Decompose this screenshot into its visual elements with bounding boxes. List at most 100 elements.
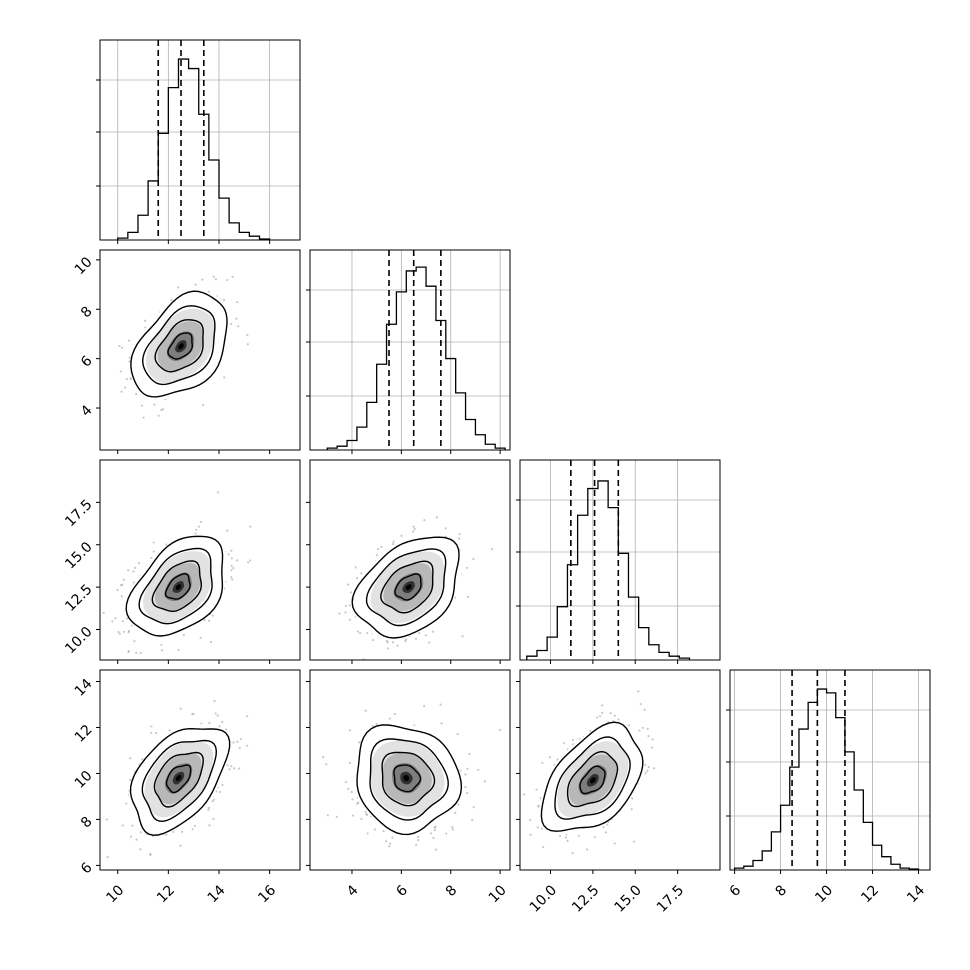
contour-line (554, 736, 631, 820)
scatter-point (207, 806, 211, 809)
panel-frame (519, 669, 721, 871)
scatter-point (125, 802, 128, 805)
scatter-point (471, 818, 474, 821)
scatter-point (140, 404, 144, 407)
scatter-point (627, 724, 631, 727)
scatter-panel-2-0 (96, 459, 301, 664)
contour-line (130, 290, 228, 398)
scatter-point (349, 591, 353, 594)
scatter-point (404, 638, 408, 641)
scatter-point (228, 768, 231, 771)
scatter-point (457, 803, 460, 806)
scatter-point (230, 765, 233, 768)
scatter-point (216, 714, 219, 717)
y-tick-label: 15.0 (62, 539, 95, 572)
x-tick-label: 14 (904, 882, 928, 906)
scatter-point (127, 631, 130, 634)
scatter-point (237, 325, 240, 328)
scatter-point (556, 758, 559, 761)
scatter-point (354, 566, 357, 569)
scatter-point (335, 815, 338, 818)
scatter-point (433, 829, 436, 832)
scatter-point (428, 641, 431, 644)
scatter-point (386, 641, 389, 644)
scatter-point (232, 566, 235, 570)
scatter-point (125, 378, 128, 381)
scatter-point (83, 376, 85, 378)
histogram-step (526, 480, 691, 660)
scatter-point (239, 737, 243, 741)
scatter-point (382, 829, 385, 833)
scatter-point (126, 617, 129, 620)
scatter-point (122, 578, 125, 581)
scatter-point (458, 532, 461, 536)
histogram-panel-2 (516, 459, 721, 664)
contour-line (365, 548, 447, 627)
scatter-point (232, 767, 236, 770)
scatter-point (230, 549, 233, 552)
scatter-point (348, 729, 352, 732)
scatter-point (647, 765, 650, 769)
scatter-point (613, 714, 616, 717)
scatter-point (466, 791, 469, 795)
panel-frame (309, 669, 511, 871)
scatter-point (483, 780, 487, 783)
scatter-point (348, 761, 352, 765)
scatter-point (376, 548, 380, 551)
scatter-point (613, 842, 616, 845)
scatter-point (412, 530, 415, 533)
scatter-point (542, 845, 545, 849)
scatter-point (142, 416, 145, 419)
scatter-point (247, 561, 250, 564)
scatter-point (644, 763, 647, 766)
density-peak (590, 777, 596, 784)
contour-line (138, 547, 213, 625)
scatter-point (160, 409, 163, 412)
density-peak (175, 584, 182, 590)
scatter-point (451, 828, 454, 831)
scatter-point (423, 705, 426, 708)
scatter-point (150, 725, 153, 728)
scatter-point (359, 631, 362, 635)
scatter-point (249, 525, 252, 528)
contour-line (125, 535, 224, 637)
scatter-point (641, 726, 644, 729)
scatter-point (434, 825, 437, 828)
scatter-point (116, 588, 119, 592)
scatter-point (118, 344, 121, 348)
scatter-point (143, 319, 147, 322)
density-peak (405, 584, 412, 590)
scatter-point (380, 545, 383, 549)
scatter-point (571, 852, 574, 855)
scatter-point (601, 704, 604, 707)
scatter-point (152, 541, 155, 544)
scatter-point (391, 836, 394, 839)
scatter-point (602, 826, 605, 829)
scatter-point (193, 824, 197, 827)
scatter-point (646, 769, 649, 772)
scatter-point (371, 638, 375, 642)
scatter-point (199, 520, 202, 524)
panel-content (83, 275, 249, 419)
scatter-point (477, 768, 480, 772)
contour-line (393, 764, 422, 793)
scatter-panel-1-0 (83, 249, 301, 454)
scatter-point (121, 824, 124, 827)
scatter-panel-3-1 (306, 669, 511, 874)
scatter-point (236, 740, 239, 743)
scatter-point (414, 637, 418, 640)
panel-frame (99, 249, 301, 451)
scatter-point (129, 757, 132, 760)
y-tick-label: 10.0 (62, 624, 95, 657)
scatter-point (203, 619, 206, 622)
scatter-point (646, 727, 649, 731)
scatter-point (128, 356, 131, 359)
scatter-point (105, 818, 108, 821)
scatter-point (529, 833, 532, 836)
scatter-point (218, 725, 221, 728)
panel-frame (99, 459, 301, 661)
scatter-point (358, 741, 361, 744)
scatter-point (120, 583, 124, 586)
scatter-point (211, 614, 214, 617)
